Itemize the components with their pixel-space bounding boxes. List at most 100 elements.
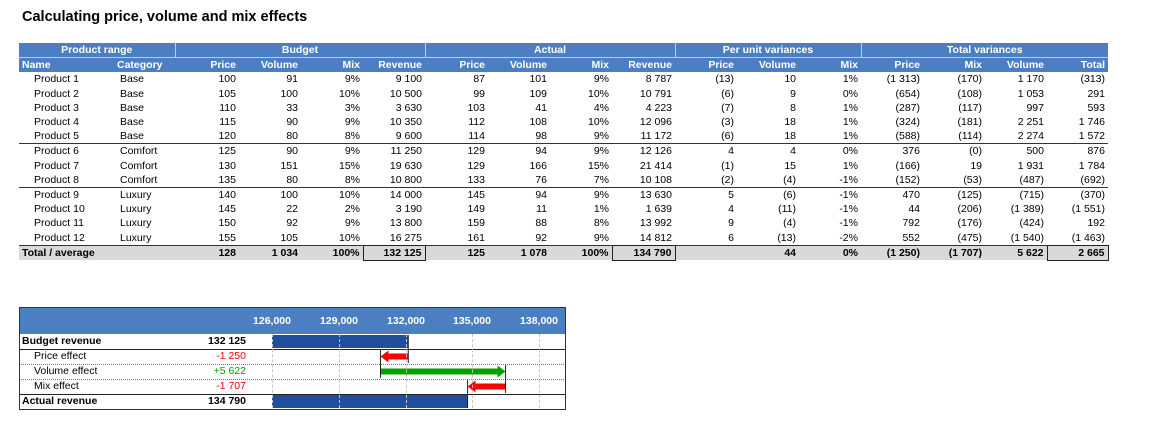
table-cell: Product 4	[34, 116, 79, 129]
table-cell: Product 12	[34, 231, 85, 244]
column-header: Price	[175, 57, 239, 73]
table-cell: 98	[535, 130, 547, 143]
table-cell: Comfort	[120, 159, 158, 172]
table-cell: 4 223	[645, 101, 672, 114]
table-cell: 12 096	[639, 116, 672, 129]
table-cell: -1%	[839, 217, 858, 230]
total-cell: 128	[175, 244, 239, 261]
volume-effect-arrow	[380, 365, 506, 378]
table-cell: 9%	[344, 73, 360, 86]
table-cell: Product 10	[34, 203, 85, 216]
table-cell: 149	[467, 203, 485, 216]
table-cell: 101	[529, 73, 547, 86]
table-cell: Luxury	[120, 217, 152, 230]
table-cell: 80	[286, 173, 298, 186]
table-cell: 8	[790, 101, 796, 114]
total-cell: (1 707)	[923, 244, 985, 261]
table-cell: 159	[467, 217, 485, 230]
table-cell: 21 414	[639, 159, 672, 172]
table-row: Product 5 Base 120 80 8% 9 600 114 98 9% 11 172 (6…	[19, 129, 1108, 144]
table-cell: (181)	[957, 116, 982, 129]
table-cell: 9 100	[395, 73, 422, 86]
waterfall-row-label: Mix effect	[34, 380, 79, 392]
table-cell: (1 463)	[1071, 231, 1105, 244]
table-cell: 1%	[842, 73, 858, 86]
total-cell	[114, 244, 175, 261]
table-cell: 19	[970, 159, 982, 172]
table-cell: 92	[535, 231, 547, 244]
table-body: Product 1 Base 100 91 9% 9 100 87 101 9% 8 787 (13…	[19, 72, 1108, 245]
table-cell: 19 630	[389, 159, 422, 172]
table-cell: (1)	[721, 159, 734, 172]
table-cell: (108)	[957, 87, 982, 100]
table-cell: 15%	[587, 159, 609, 172]
table-cell: 8 787	[645, 73, 672, 86]
table-cell: 33	[286, 101, 298, 114]
table-cell: (53)	[963, 173, 982, 186]
table-cell: 552	[902, 231, 920, 244]
table-cell: (6)	[737, 186, 799, 203]
axis-tick-label: 132,000	[387, 315, 425, 327]
table-cell: 100	[218, 73, 236, 86]
table-cell: -1%	[839, 203, 858, 216]
table-cell: Base	[120, 87, 144, 100]
table-cell: 9%	[344, 217, 360, 230]
table-row: Product 8 Comfort 135 80 8% 10 800 133 76 7% 10 1…	[19, 173, 1108, 188]
gridline	[406, 334, 407, 408]
table-cell: 3%	[344, 101, 360, 114]
table-cell: 105	[218, 87, 236, 100]
waterfall-bars	[272, 335, 507, 408]
table-cell: 10%	[338, 231, 360, 244]
waterfall-chart: 126,000 129,000 132,000 135,000 138,000 Budg…	[19, 307, 566, 410]
table-cell: (324)	[895, 116, 920, 129]
total-label: Total / average	[19, 244, 114, 261]
table-cell: (176)	[957, 217, 982, 230]
sheet-title: Calculating price, volume and mix effect…	[22, 9, 308, 25]
table-cell: 8%	[344, 130, 360, 143]
variance-table: Product range Budget Actual Per unit var…	[19, 43, 1109, 261]
table-cell: 1%	[842, 130, 858, 143]
total-cell: 100%	[301, 244, 363, 261]
waterfall-row-label: Budget revenue	[22, 335, 102, 347]
table-cell: (3)	[721, 116, 734, 129]
table-cell: Luxury	[120, 203, 152, 216]
gridline	[472, 334, 473, 408]
table-cell: 90	[239, 143, 301, 159]
table-cell: 90	[286, 116, 298, 129]
waterfall-row-value: -1 707	[216, 380, 246, 392]
table-cell: Product 7	[34, 159, 79, 172]
table-cell: 140	[175, 186, 239, 203]
table-cell: 1 746	[1078, 116, 1105, 129]
table-row: Product 6 Comfort 125 90 9% 11 250 129 94 9% 12 1…	[19, 143, 1108, 159]
total-cell	[675, 244, 737, 261]
table-cell: (487)	[1019, 173, 1044, 186]
column-header: Mix	[550, 57, 612, 73]
column-header: Volume	[239, 57, 301, 73]
table-cell: 129	[425, 143, 488, 159]
table-cell: 150	[218, 217, 236, 230]
table-cell: Base	[120, 116, 144, 129]
column-header: Name	[19, 57, 114, 73]
total-cell: 0%	[799, 244, 861, 261]
table-cell: 1%	[593, 203, 609, 216]
table-cell: Product 1	[34, 73, 79, 86]
table-cell: 120	[218, 130, 236, 143]
table-cell: (424)	[1019, 217, 1044, 230]
table-cell: 94	[488, 186, 550, 203]
table-cell: (1 551)	[1071, 203, 1105, 216]
column-header-row: Name Category Price Volume Mix Revenue Price Vo…	[19, 57, 1108, 73]
table-cell: 130	[218, 159, 236, 172]
total-cell: 132 125	[362, 244, 426, 261]
table-cell: 9%	[550, 143, 612, 159]
table-row: Product 10 Luxury 145 22 2% 3 190 149 11 1% 1 639…	[19, 202, 1108, 216]
table-cell: Luxury	[114, 186, 175, 203]
table-cell: -2%	[839, 231, 858, 244]
waterfall-row: Volume effect +5 622	[19, 364, 566, 380]
table-cell: Comfort	[114, 143, 175, 159]
table-cell: 0%	[799, 143, 861, 159]
table-cell: 9%	[593, 73, 609, 86]
table-cell: 792	[902, 217, 920, 230]
table-cell: 1 639	[645, 203, 672, 216]
table-cell: 10 108	[639, 173, 672, 186]
table-cell: 593	[1087, 101, 1105, 114]
